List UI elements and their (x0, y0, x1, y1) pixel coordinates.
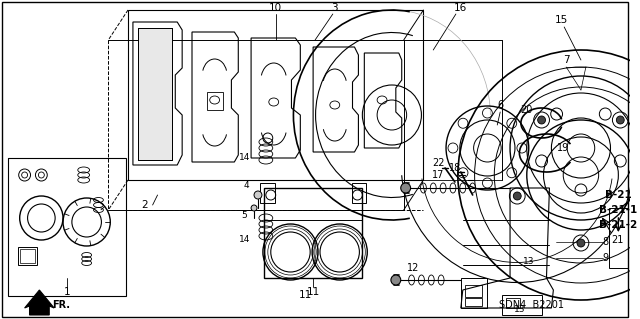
Text: 11: 11 (307, 287, 320, 297)
Circle shape (254, 191, 262, 199)
Text: 7: 7 (563, 55, 570, 65)
Circle shape (616, 116, 624, 124)
Text: 13: 13 (523, 257, 534, 266)
Bar (465, 285, 483, 297)
Polygon shape (138, 28, 172, 160)
Bar (8, 158, 126, 296)
Text: 8: 8 (602, 237, 609, 247)
Text: 1: 1 (63, 287, 70, 297)
Text: 5: 5 (241, 211, 247, 219)
Bar (506, 298, 520, 308)
Text: 2: 2 (141, 200, 148, 210)
Text: B-21-1: B-21-1 (599, 205, 637, 215)
Text: 11: 11 (299, 290, 312, 300)
Text: 4: 4 (243, 181, 249, 189)
Text: SDN4  B2201: SDN4 B2201 (499, 300, 564, 310)
Text: 15: 15 (555, 15, 568, 25)
Circle shape (401, 183, 411, 193)
Text: 18: 18 (449, 163, 461, 173)
Text: 16: 16 (454, 3, 467, 13)
Text: 9: 9 (602, 253, 609, 263)
Circle shape (391, 275, 401, 285)
Bar (18, 247, 37, 265)
Bar (351, 183, 366, 203)
Text: 20: 20 (520, 105, 533, 115)
Circle shape (251, 205, 257, 211)
Text: 17: 17 (432, 170, 444, 180)
Circle shape (513, 192, 521, 200)
Text: FR.: FR. (52, 300, 70, 310)
Text: 13: 13 (514, 306, 525, 315)
Text: 6: 6 (497, 100, 503, 110)
Text: 12: 12 (408, 263, 420, 273)
Circle shape (538, 116, 545, 124)
Text: B-21: B-21 (605, 190, 632, 200)
Text: 22: 22 (432, 158, 444, 168)
Text: 14: 14 (239, 235, 250, 244)
Polygon shape (24, 290, 54, 315)
Bar (465, 298, 483, 306)
Circle shape (577, 239, 585, 247)
Text: B-21-2: B-21-2 (599, 220, 637, 230)
Text: 14: 14 (239, 153, 250, 162)
Bar (20, 249, 35, 263)
Bar (207, 92, 223, 110)
Text: 10: 10 (269, 3, 282, 13)
Bar (264, 188, 362, 278)
Text: 3: 3 (332, 3, 338, 13)
Bar (609, 208, 628, 268)
Text: 19: 19 (557, 143, 570, 153)
Bar (128, 10, 424, 180)
Bar (260, 183, 275, 203)
Text: 21: 21 (611, 235, 623, 245)
